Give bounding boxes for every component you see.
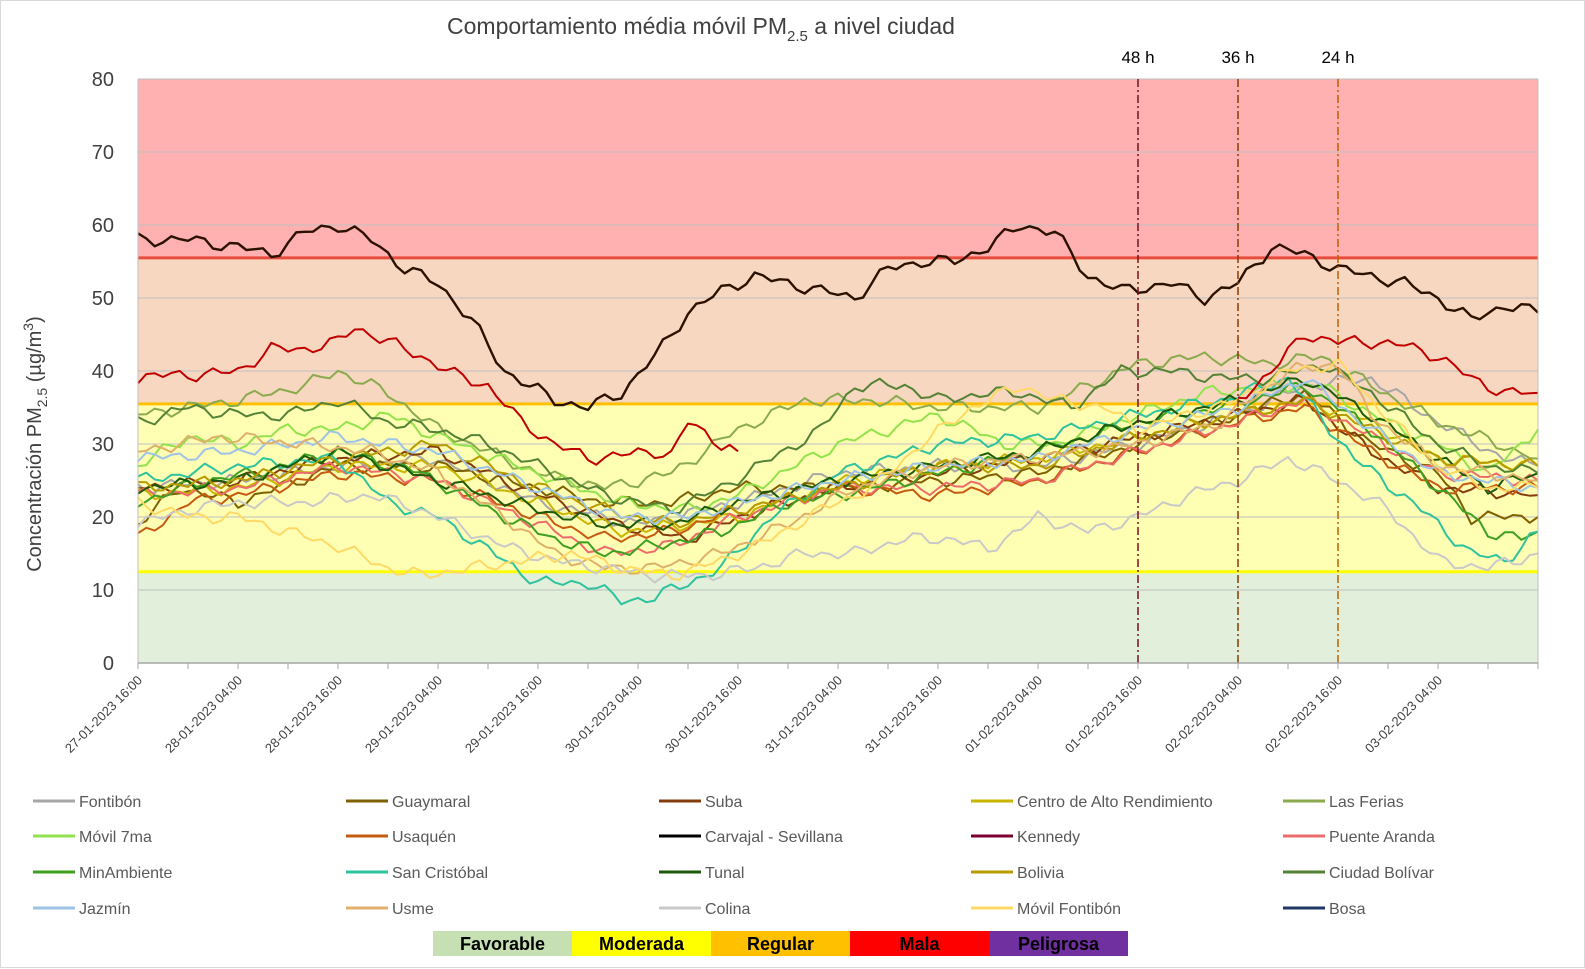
vline-label: 48 h — [1121, 48, 1154, 67]
category-swatch — [433, 931, 572, 956]
legend-label: Colina — [705, 901, 750, 918]
y-axis-label: Concentración PM2.5 (µg/m3) — [20, 316, 50, 572]
legend-label: Jazmín — [79, 901, 131, 918]
category-label: Regular — [747, 934, 814, 954]
series-line — [137, 351, 1539, 491]
series-line — [137, 377, 1539, 531]
legend-label: Bosa — [1329, 901, 1366, 918]
band-favorable — [138, 571, 1538, 663]
legend-label: Móvil 7ma — [79, 829, 152, 846]
legend-label: Tunal — [705, 865, 744, 882]
x-tick-label: 30-01-2023 04:00 — [562, 673, 645, 756]
legend-label: Guaymaral — [392, 794, 470, 811]
legend-label: Kennedy — [1017, 829, 1080, 846]
x-tick-label: 29-01-2023 04:00 — [362, 673, 445, 756]
y-tick-label: 80 — [92, 69, 114, 91]
category-label: Mala — [899, 934, 940, 954]
category-swatch — [850, 931, 989, 956]
band-mala — [138, 79, 1538, 258]
legend-label: San Cristóbal — [392, 865, 488, 882]
category-label: Favorable — [460, 934, 545, 954]
legend-label: Usaquén — [392, 829, 456, 846]
x-tick-label: 28-01-2023 04:00 — [162, 673, 245, 756]
legend-label: Móvil Fontibón — [1017, 901, 1121, 918]
legend-label: Ciudad Bolívar — [1329, 865, 1435, 882]
vline-layer: 48 h 36 h 24 h — [1121, 48, 1355, 663]
x-tick-label: 02-02-2023 04:00 — [1162, 673, 1245, 756]
legend-label: MinAmbiente — [79, 865, 172, 882]
legend-label: Bolivia — [1017, 865, 1064, 882]
category-label: Moderada — [599, 934, 685, 954]
category-bar: Favorable Moderada Regular Mala Peligrosa — [433, 931, 1128, 956]
x-tick-label: 31-01-2023 16:00 — [862, 673, 945, 756]
legend-label: Las Ferias — [1329, 794, 1404, 811]
chart-title: Comportamiento média móvil PM2.5 a nivel… — [447, 13, 955, 45]
x-tick-label: 01-02-2023 04:00 — [962, 673, 1045, 756]
vline-label: 36 h — [1221, 48, 1254, 67]
series-line — [137, 456, 1539, 584]
x-tick-label: 01-02-2023 16:00 — [1062, 673, 1145, 756]
y-tick-label: 70 — [92, 142, 114, 164]
y-tick-label: 60 — [92, 215, 114, 237]
category-label: Peligrosa — [1018, 934, 1100, 954]
legend-label: Suba — [705, 794, 742, 811]
series-line — [137, 328, 739, 466]
x-tick-label: 28-01-2023 16:00 — [262, 673, 345, 756]
category-swatch — [711, 931, 850, 956]
x-tick-label: 03-02-2023 04:00 — [1362, 673, 1445, 756]
x-tick-label: 31-01-2023 04:00 — [762, 673, 845, 756]
vline-label: 24 h — [1321, 48, 1354, 67]
y-tick-label: 30 — [92, 434, 114, 456]
legend-label: Carvajal - Sevillana — [705, 829, 843, 846]
series-line — [1237, 334, 1539, 400]
legend-label: Fontibón — [79, 794, 141, 811]
x-tick-label: 30-01-2023 16:00 — [662, 673, 745, 756]
band-regular — [138, 257, 1538, 404]
legend: Fontibón Guaymaral Suba Centro de Alto Rend… — [33, 794, 1435, 918]
legend-label: Usme — [392, 901, 434, 918]
category-swatch — [989, 931, 1128, 956]
y-tick-label: 10 — [92, 580, 114, 602]
series-layer — [137, 224, 1539, 606]
series-line — [137, 396, 1539, 529]
y-tick-label: 40 — [92, 361, 114, 383]
x-tick-label: 29-01-2023 16:00 — [462, 673, 545, 756]
category-swatch — [572, 931, 711, 956]
y-tick-label: 50 — [92, 288, 114, 310]
series-line — [137, 381, 1539, 558]
series-line — [137, 224, 1539, 412]
legend-label: Centro de Alto Rendimiento — [1017, 794, 1213, 811]
x-tick-label: 02-02-2023 16:00 — [1262, 673, 1345, 756]
y-tick-label: 0 — [103, 653, 114, 675]
y-tick-label: 20 — [92, 507, 114, 529]
x-tick-label: 27-01-2023 16:00 — [62, 673, 145, 756]
series-line — [137, 357, 1539, 581]
legend-label: Puente Aranda — [1329, 829, 1435, 846]
